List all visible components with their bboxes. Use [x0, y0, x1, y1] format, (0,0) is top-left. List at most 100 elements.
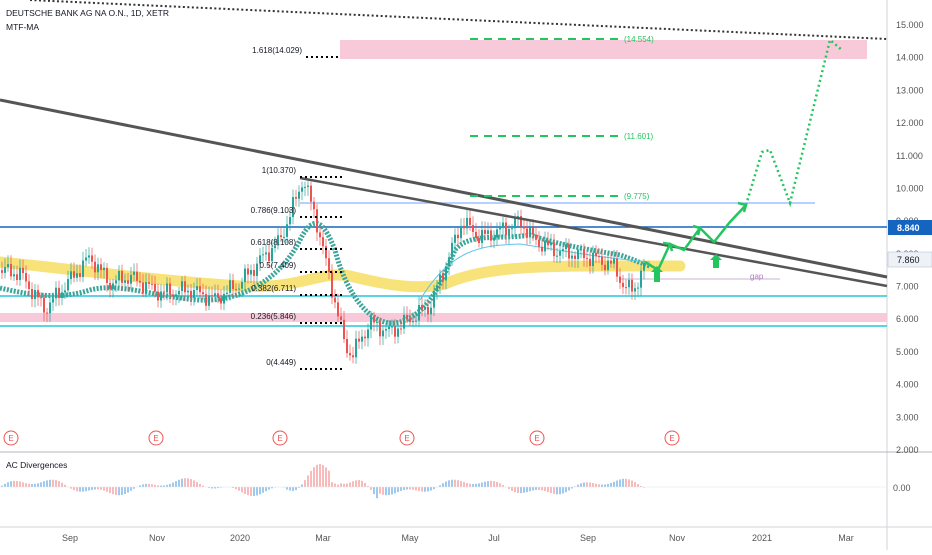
candle-body [598, 256, 600, 258]
x-tick-label: Mar [315, 533, 331, 543]
candle-body [265, 252, 267, 255]
candle-body [298, 191, 300, 199]
earnings-marker[interactable] [664, 430, 680, 446]
candle-body [628, 279, 630, 288]
candle-body [232, 280, 234, 290]
earnings-marker[interactable] [399, 430, 415, 446]
fib-retracement[interactable]: 1.618(14.029) 1(10.370) 0.786(9.103) 0.618(… [251, 46, 344, 370]
candle-body [580, 249, 582, 251]
candle-body [382, 330, 384, 337]
candle-body [247, 268, 249, 275]
candle-body [595, 252, 597, 257]
candle-body [379, 321, 381, 337]
candle-body [238, 288, 240, 290]
y-tick-label: 13.000 [896, 85, 924, 95]
candle-body [148, 282, 150, 284]
candle-body [328, 258, 330, 273]
price-candles [1, 181, 645, 364]
earnings-marker[interactable] [529, 430, 545, 446]
candle-body [493, 237, 495, 241]
candle-body [310, 185, 312, 202]
candle-body [592, 252, 594, 267]
candle-body [352, 355, 354, 358]
y-tick-label: 10.000 [896, 183, 924, 193]
x-tick-label: May [401, 533, 419, 543]
candle-body [586, 258, 588, 260]
support-zone [0, 313, 887, 322]
candle-body [175, 294, 177, 297]
candle-body [601, 256, 603, 265]
candle-body [76, 273, 78, 278]
candle-body [565, 244, 567, 250]
sub-indicator-label: AC Divergences [6, 460, 67, 470]
time-axis[interactable]: Sep Nov 2020 Mar May Jul Sep Nov 2021 Mar [62, 533, 854, 543]
candle-body [19, 267, 21, 281]
candle-body [205, 294, 207, 306]
candle-body [49, 302, 51, 314]
fib-level-label: 0.786(9.103) [251, 206, 297, 215]
candle-body [292, 197, 294, 218]
candle-body [322, 237, 324, 247]
candle-body [358, 338, 360, 342]
green-targets[interactable]: (14.554) (11.601) (9.775) [470, 35, 654, 201]
long-ma-band [0, 256, 686, 293]
candle-body [244, 268, 246, 283]
candle-body [508, 228, 510, 236]
candle-body [409, 318, 411, 323]
trendline-lower[interactable] [299, 176, 888, 288]
earnings-marker[interactable] [3, 430, 19, 446]
candle-body [631, 279, 633, 292]
earnings-marker[interactable] [148, 430, 164, 446]
candle-body [562, 249, 564, 252]
candle-body [100, 264, 102, 271]
fib-level-label: 0.5(7.409) [260, 261, 297, 270]
candle-body [55, 287, 57, 299]
candle-body [214, 293, 216, 297]
candle-body [532, 227, 534, 235]
candle-body [115, 280, 117, 284]
candle-body [151, 283, 153, 285]
candle-body [163, 291, 165, 293]
candle-body [196, 286, 198, 291]
candle-body [418, 305, 420, 321]
candle-body [364, 336, 366, 339]
candle-body [430, 307, 432, 315]
projected-path-dotted[interactable] [744, 37, 843, 208]
trendline-top-dotted[interactable] [29, 0, 888, 40]
candle-body [103, 267, 105, 271]
candle-body [319, 232, 321, 238]
candle-body [4, 267, 6, 273]
candle-body [412, 320, 414, 323]
candle-body [511, 228, 513, 230]
candle-body [106, 267, 108, 283]
candle-body [490, 230, 492, 241]
fib-level-label: 0.236(5.846) [251, 312, 297, 321]
candle-body [58, 287, 60, 299]
candle-body [172, 294, 174, 297]
candle-body [25, 273, 27, 282]
fib-level-label: 0.382(6.711) [251, 284, 296, 293]
trendline-upper[interactable] [0, 98, 888, 279]
target-zone [340, 40, 867, 59]
candle-body [202, 292, 204, 295]
candle-body [529, 227, 531, 238]
y-tick-label: 7.000 [896, 282, 919, 292]
y-tick-label: 2.000 [896, 445, 919, 455]
y-tick-label: 4.000 [896, 380, 919, 390]
fib-level-label: 1(10.370) [262, 166, 297, 175]
candle-body [67, 279, 69, 291]
candle-body [499, 228, 501, 230]
candle-body [445, 266, 447, 281]
earnings-marker[interactable] [272, 430, 288, 446]
candle-body [373, 316, 375, 323]
up-arrows [651, 254, 722, 282]
candle-body [226, 292, 228, 294]
candle-body [304, 186, 306, 188]
projected-path[interactable] [644, 204, 747, 272]
price-axis[interactable]: 15.00014.00013.00012.00011.00010.0009.00… [896, 20, 924, 455]
candle-body [187, 290, 189, 293]
candle-body [61, 292, 63, 299]
candle-body [160, 291, 162, 301]
